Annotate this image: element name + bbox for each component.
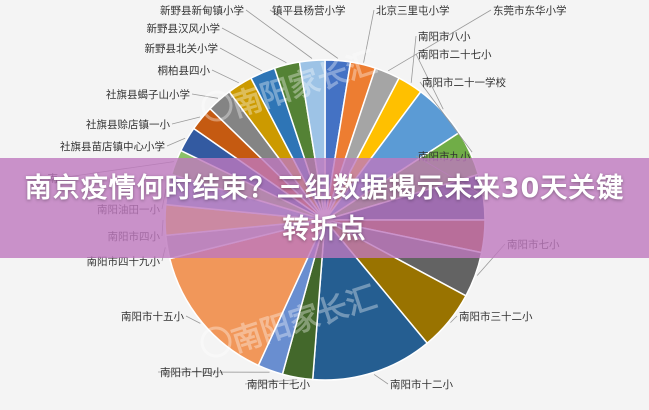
- watermark-logo-icon: [200, 326, 232, 358]
- slice-label: 南阳市三十二小: [459, 310, 533, 323]
- slice-label: 南阳市十二小: [390, 378, 453, 391]
- leader-line: [185, 315, 201, 324]
- slice-label: 社旗县苗店镇中心小学: [60, 140, 165, 153]
- slice-label: 南阳市二十七小: [418, 48, 492, 61]
- slice-label: 南阳市十四小: [160, 366, 223, 379]
- leader-line: [244, 379, 298, 385]
- slice-label: 新野县汉风小学: [147, 22, 221, 35]
- pie-slice: [311, 218, 429, 381]
- slice-label: 东莞市东华小学: [493, 4, 567, 17]
- slice-label: 社旗县蝎子山小学: [106, 88, 190, 101]
- leader-line: [373, 374, 389, 385]
- slice-label: 镇平县杨营小学: [272, 4, 346, 17]
- leader-line: [219, 47, 262, 72]
- slice-label: 社旗县赊店镇一小: [86, 118, 170, 131]
- slice-label: 新野县新甸镇小学: [160, 4, 244, 17]
- leader-line: [415, 53, 444, 110]
- leader-line: [410, 35, 417, 83]
- leader-line: [363, 9, 375, 63]
- watermark-logo-icon: [201, 90, 233, 122]
- slice-label: 南阳市二十一学校: [422, 76, 506, 89]
- slice-label: 南阳市四十九小: [87, 255, 161, 268]
- leader-line: [269, 9, 339, 59]
- leader-line: [450, 315, 458, 323]
- leader-line: [211, 69, 239, 84]
- slice-label: 南阳市八小: [418, 30, 471, 43]
- headline-banner: [0, 158, 649, 258]
- slice-label: 新野县北关小学: [145, 42, 219, 55]
- slice-label: 南阳市十七小: [247, 378, 310, 391]
- leader-line: [221, 27, 287, 64]
- slice-label: 北京三里屯小学: [376, 4, 450, 17]
- slice-label: 桐柏县四小: [158, 64, 211, 77]
- leader-line: [419, 81, 473, 153]
- slice-label: 南阳市十五小: [121, 310, 184, 323]
- headline-text[interactable]: 南京疫情何时结束？三组数据揭示未来30天关键转折点: [24, 173, 625, 245]
- leader-line: [166, 137, 186, 147]
- leader-line: [387, 9, 492, 72]
- leader-line: [245, 9, 313, 59]
- leader-line: [171, 116, 201, 125]
- leader-line: [191, 93, 219, 99]
